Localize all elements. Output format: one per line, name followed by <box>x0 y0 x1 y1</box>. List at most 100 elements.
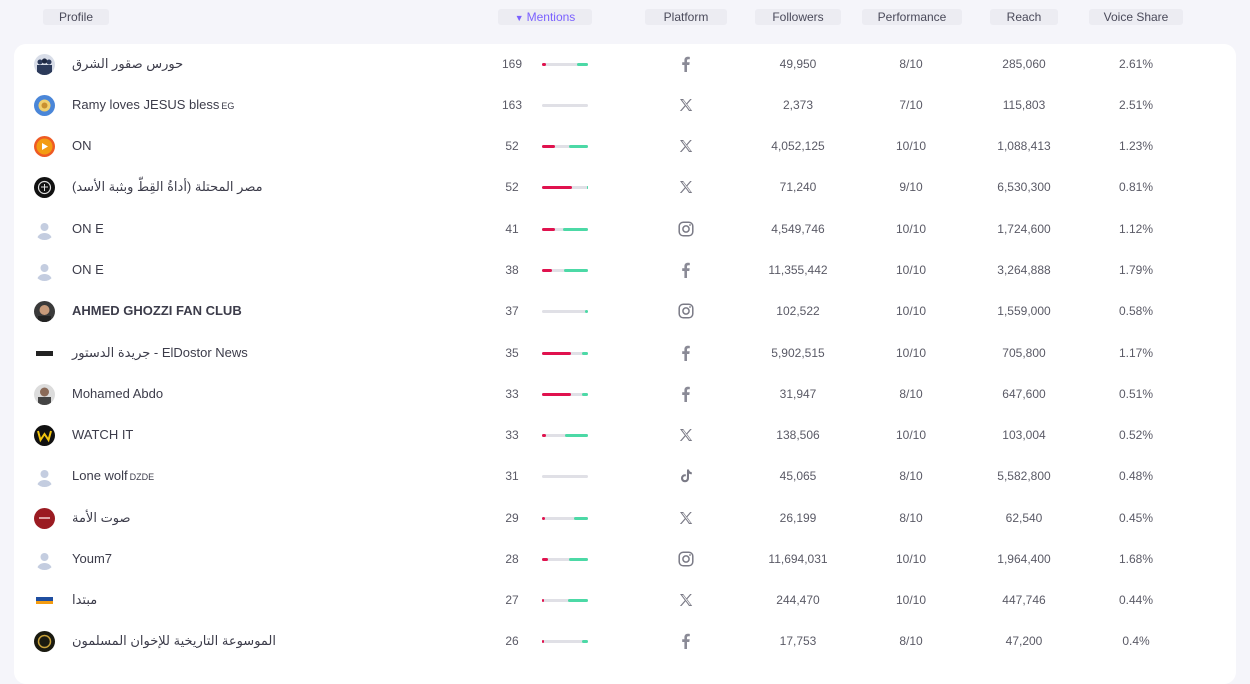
profile-name[interactable]: WATCH IT <box>72 427 133 442</box>
reach-count: 115,803 <box>1002 98 1046 112</box>
profile-name[interactable]: Ramy loves JESUS bless EG <box>72 97 234 112</box>
sentiment-negative-fill <box>542 352 572 355</box>
mentions-count: 38 <box>505 263 519 277</box>
profile-name[interactable]: ON E <box>72 262 104 277</box>
followers-count: 49,950 <box>779 57 817 71</box>
tiktok-icon[interactable] <box>677 467 695 485</box>
sentiment-negative-fill <box>542 434 546 437</box>
table-row[interactable]: WATCH IT 33 138,506 10/10 103,004 0.52% <box>0 415 1250 456</box>
x-icon[interactable] <box>677 591 695 609</box>
profile-name-text: Youm7 <box>72 551 112 566</box>
profile-name-text: جريدة الدستور - ElDostor News <box>72 345 248 360</box>
profile-name[interactable]: صوت الأمة <box>72 510 131 526</box>
facebook-icon[interactable] <box>677 632 695 650</box>
avatar <box>34 508 55 529</box>
instagram-icon[interactable] <box>677 302 695 320</box>
followers-count: 11,355,442 <box>768 263 828 277</box>
column-header-followers[interactable]: Followers <box>755 9 841 25</box>
table-row[interactable]: AHMED GHOZZI FAN CLUB 37 102,522 10/10 1,559… <box>0 291 1250 332</box>
table-row[interactable]: ON E 38 11,355,442 10/10 3,264,888 1.79% <box>0 250 1250 291</box>
followers-count: 138,506 <box>776 428 820 442</box>
mentions-count: 27 <box>505 593 519 607</box>
column-header-voice-share[interactable]: Voice Share <box>1089 9 1183 25</box>
profile-name[interactable]: مصر المحتلة (أداةُ القِطّ وبثبة الأسد) <box>72 179 263 195</box>
mentions-count: 28 <box>505 552 519 566</box>
profile-name-text: Mohamed Abdo <box>72 386 164 401</box>
instagram-icon[interactable] <box>677 220 695 238</box>
table-row[interactable]: جريدة الدستور - ElDostor News 35 5,902,515… <box>0 333 1250 374</box>
sentiment-positive-fill <box>574 517 588 520</box>
performance-score: 10/10 <box>895 304 927 318</box>
table-row[interactable]: ON E 41 4,549,746 10/10 1,724,600 1.12% <box>0 209 1250 250</box>
profile-name-text: AHMED GHOZZI FAN CLUB <box>72 303 242 318</box>
avatar <box>34 95 55 116</box>
profile-name[interactable]: Mohamed Abdo <box>72 386 163 401</box>
facebook-icon[interactable] <box>677 55 695 73</box>
profile-name-text: مبتدا <box>72 592 98 607</box>
voice-share-value: 1.79% <box>1118 263 1154 277</box>
voice-share-value: 1.12% <box>1118 222 1154 236</box>
table-row[interactable]: Ramy loves JESUS bless EG 163 2,373 7/10 115,… <box>0 85 1250 126</box>
voice-share-value: 1.68% <box>1118 552 1154 566</box>
profile-name-text: مصر المحتلة (أداةُ القِطّ وبثبة الأسد) <box>72 179 263 194</box>
table-row[interactable]: Youm7 28 11,694,031 10/10 1,964,400 1.68% <box>0 539 1250 580</box>
x-icon[interactable] <box>677 426 695 444</box>
sentiment-bar <box>542 475 588 478</box>
performance-score: 8/10 <box>899 387 923 401</box>
profile-name[interactable]: مبتدا <box>72 592 97 608</box>
profile-name[interactable]: AHMED GHOZZI FAN CLUB <box>72 303 242 318</box>
sentiment-negative-fill <box>542 640 544 643</box>
table-row[interactable]: حورس صقور الشرق 169 49,950 8/10 285,060 2.61% <box>0 44 1250 85</box>
profile-name[interactable]: Youm7 <box>72 551 112 566</box>
profile-name-text: Ramy loves JESUS bless <box>72 97 220 112</box>
performance-score: 10/10 <box>895 139 927 153</box>
column-header-performance[interactable]: Performance <box>862 9 962 25</box>
table-row[interactable]: صوت الأمة 29 26,199 8/10 62,540 0.45% <box>0 498 1250 539</box>
sentiment-positive-fill <box>587 186 588 189</box>
profile-name[interactable]: ON <box>72 138 92 153</box>
followers-count: 4,052,125 <box>771 139 825 153</box>
profile-name[interactable]: Lone wolf DZDE <box>72 468 154 483</box>
sentiment-bar <box>542 558 588 561</box>
sentiment-negative-fill <box>542 517 545 520</box>
sentiment-positive-fill <box>585 310 588 313</box>
avatar <box>34 549 55 570</box>
performance-score: 7/10 <box>899 98 923 112</box>
table-row[interactable]: مصر المحتلة (أداةُ القِطّ وبثبة الأسد) 52… <box>0 167 1250 208</box>
column-header-platform[interactable]: Platform <box>645 9 727 25</box>
table-row[interactable]: Lone wolf DZDE 31 45,065 8/10 5,582,800 0.48% <box>0 456 1250 497</box>
reach-count: 447,746 <box>1002 593 1046 607</box>
sentiment-bar <box>542 186 588 189</box>
facebook-icon[interactable] <box>677 344 695 362</box>
profile-name[interactable]: الموسوعة التاريخية للإخوان المسلمون <box>72 633 276 649</box>
sentiment-bar <box>542 228 588 231</box>
profile-name[interactable]: جريدة الدستور - ElDostor News <box>72 345 248 361</box>
sentiment-negative-fill <box>542 145 555 148</box>
table-header: Profile ▼ Mentions Platform Followers Per… <box>0 0 1250 36</box>
x-icon[interactable] <box>677 137 695 155</box>
profile-name-suffix: DZDE <box>129 472 155 482</box>
column-header-reach[interactable]: Reach <box>990 9 1058 25</box>
profile-name[interactable]: حورس صقور الشرق <box>72 56 183 72</box>
table-row[interactable]: مبتدا 27 244,470 10/10 447,746 0.44% <box>0 580 1250 621</box>
table-row[interactable]: ON 52 4,052,125 10/10 1,088,413 1.23% <box>0 126 1250 167</box>
followers-count: 26,199 <box>779 511 817 525</box>
x-icon[interactable] <box>677 178 695 196</box>
instagram-icon[interactable] <box>677 550 695 568</box>
x-icon[interactable] <box>677 509 695 527</box>
voice-share-value: 0.58% <box>1118 304 1154 318</box>
voice-share-value: 0.51% <box>1118 387 1154 401</box>
table-row[interactable]: الموسوعة التاريخية للإخوان المسلمون 26 17,… <box>0 621 1250 662</box>
column-header-profile[interactable]: Profile <box>43 9 109 25</box>
x-icon[interactable] <box>677 96 695 114</box>
facebook-icon[interactable] <box>677 261 695 279</box>
sentiment-negative-fill <box>542 599 544 602</box>
facebook-icon[interactable] <box>677 385 695 403</box>
reach-count: 1,724,600 <box>997 222 1051 236</box>
avatar <box>34 219 55 240</box>
profile-name[interactable]: ON E <box>72 221 104 236</box>
reach-count: 1,964,400 <box>997 552 1051 566</box>
column-header-mentions[interactable]: ▼ Mentions <box>498 9 592 25</box>
table-row[interactable]: Mohamed Abdo 33 31,947 8/10 647,600 0.51% <box>0 374 1250 415</box>
profile-name-text: ON E <box>72 221 104 236</box>
